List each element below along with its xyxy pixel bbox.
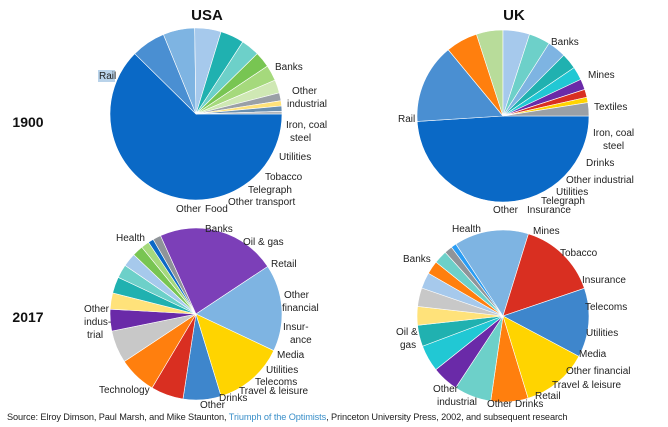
- slice-label-media: Media: [579, 349, 607, 360]
- slice-label-iron-coal-steel: Iron, coal: [593, 128, 634, 139]
- slice-label-mines: Mines: [533, 226, 560, 237]
- pie-slice-rail: [416, 115, 590, 203]
- pie-slice-banks: [416, 49, 504, 122]
- pie-uk-1900: [416, 29, 590, 203]
- source-note: Source: Elroy Dimson, Paul Marsh, and Mi…: [7, 412, 568, 422]
- source-suffix: , Princeton University Press, 2002, and …: [326, 412, 568, 422]
- slice-label-iron-coal-steel: steel: [290, 133, 311, 144]
- slice-label-telecoms: Telecoms: [255, 377, 297, 388]
- slice-label-other-industrial: industrial: [287, 99, 327, 110]
- pie-slice-technology: [160, 227, 269, 315]
- slice-label-drinks: Drinks: [219, 393, 247, 404]
- slice-label-other-transport: Other transport: [228, 197, 295, 208]
- pie-slice-health: [195, 313, 275, 397]
- slice-label-retail: Retail: [535, 391, 561, 402]
- pie-slice-rail: [109, 53, 283, 201]
- slice-label-drinks: Drinks: [515, 399, 543, 410]
- column-title-uk: UK: [503, 7, 525, 24]
- slice-label-insur-ance: Insur-: [283, 322, 309, 333]
- slice-label-oil-gas: Oil &: [396, 327, 418, 338]
- slice-label-mines: Mines: [588, 70, 615, 81]
- slice-label-other: Other: [200, 400, 226, 411]
- slice-label-tobacco: Tobacco: [560, 248, 598, 259]
- slice-label-other-industrial: Other: [433, 384, 459, 395]
- slice-label-drinks: Drinks: [586, 158, 614, 169]
- slice-label-tobacco: Tobacco: [265, 172, 303, 183]
- slice-label-technology: Technology: [99, 385, 150, 396]
- slice-label-travel-leisure: Travel & leisure: [239, 386, 309, 397]
- pie-usa-2017: [109, 227, 283, 401]
- slice-label-banks: Banks: [551, 37, 579, 48]
- slice-label-textiles: Textiles: [594, 102, 627, 113]
- slice-label-iron-coal-steel: steel: [603, 141, 624, 152]
- pie-slice-health: [502, 315, 580, 399]
- column-title-usa: USA: [191, 7, 223, 24]
- slice-label-rail: Rail: [99, 71, 116, 82]
- slice-label-health: Health: [116, 233, 145, 244]
- slice-label-insur-ance: ance: [290, 335, 312, 346]
- slice-label-other-financial: Other: [284, 290, 310, 301]
- row-title-1900: 1900: [12, 114, 43, 130]
- pie-slice-unlabeled-12: [195, 111, 283, 115]
- slice-label-telecoms: Telecoms: [585, 302, 627, 313]
- slice-label-utilities: Utilities: [279, 152, 311, 163]
- source-prefix: Source: Elroy Dimson, Paul Marsh, and Mi…: [7, 412, 227, 422]
- slice-label-other-industrial: industrial: [437, 397, 477, 408]
- slice-label-other-indus-trial: indus-: [84, 317, 111, 328]
- slice-label-retail: Retail: [271, 259, 297, 270]
- slice-label-insurance: Insurance: [582, 275, 626, 286]
- slice-label-health: Health: [452, 224, 481, 235]
- slice-label-other-financial: Other financial: [566, 366, 630, 377]
- row-title-2017: 2017: [12, 309, 43, 325]
- slice-label-telegraph: Telegraph: [248, 185, 292, 196]
- slice-label-insurance: Insurance: [527, 205, 571, 216]
- slice-label-oil-gas: gas: [400, 340, 416, 351]
- label-highlight: [98, 70, 115, 82]
- slice-label-utilities: Utilities: [586, 328, 618, 339]
- slice-label-utilities: Utilities: [556, 187, 588, 198]
- source-book-link[interactable]: Triumph of the Optimists: [228, 412, 327, 422]
- slice-label-banks: Banks: [403, 254, 431, 265]
- slice-label-other: Other: [176, 204, 202, 215]
- pie-usa-1900: [109, 27, 283, 201]
- slice-label-rail: Rail: [398, 114, 415, 125]
- slice-label-other: Other: [487, 399, 513, 410]
- slice-label-other-industrial: Other: [292, 86, 318, 97]
- slice-label-other: Other: [493, 205, 519, 216]
- slice-label-other-financial: financial: [282, 303, 319, 314]
- slice-label-banks: Banks: [205, 224, 233, 235]
- slice-label-other-indus-trial: Other: [84, 304, 110, 315]
- pie-slice-other-industrial: [455, 229, 529, 317]
- slice-label-other-indus-trial: trial: [87, 330, 103, 341]
- slice-label-travel-leisure: Travel & leisure: [552, 380, 622, 391]
- pie-slice-other-indus-trial: [195, 266, 283, 352]
- slice-label-telegraph: Telegraph: [541, 196, 585, 207]
- slice-label-media: Media: [277, 350, 305, 361]
- slice-label-utilities: Utilities: [266, 365, 298, 376]
- pie-slice-banks: [502, 287, 590, 357]
- slice-label-banks: Banks: [275, 62, 303, 73]
- pie-slice-other: [502, 102, 590, 117]
- slice-label-oil-gas: Oil & gas: [243, 237, 284, 248]
- slice-label-food: Food: [205, 204, 228, 215]
- pie-slice-oil-gas: [502, 233, 585, 317]
- slice-label-other-industrial: Other industrial: [566, 175, 634, 186]
- slice-label-iron-coal-steel: Iron, coal: [286, 120, 327, 131]
- pie-uk-2017: [416, 229, 590, 403]
